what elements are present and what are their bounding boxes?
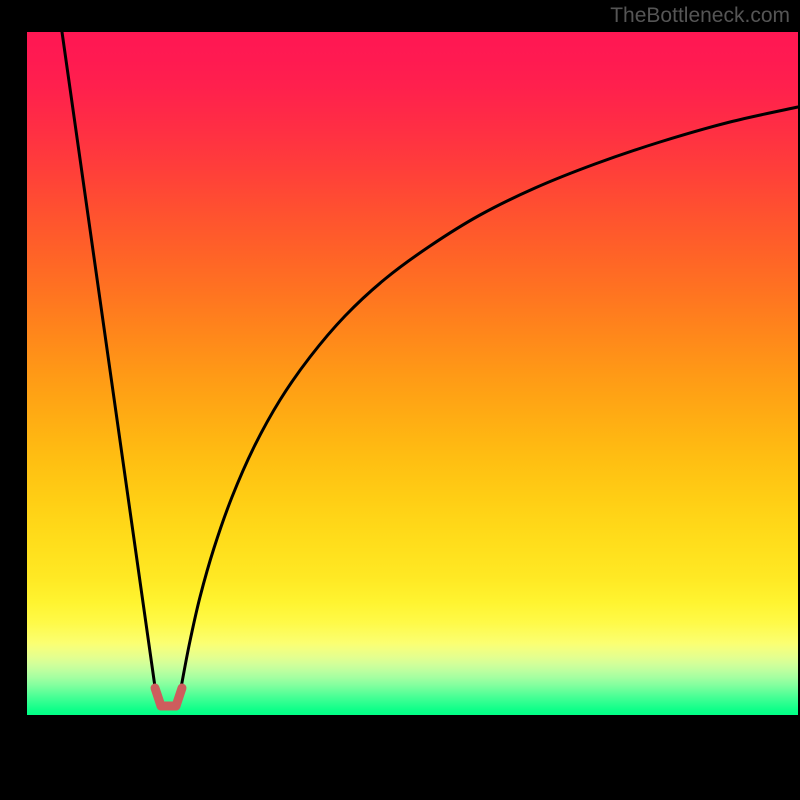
curve-layer — [0, 0, 800, 800]
chart-container: TheBottleneck.com — [0, 0, 800, 800]
watermark-text: TheBottleneck.com — [610, 4, 790, 28]
right-curve — [180, 107, 798, 694]
left-curve — [62, 32, 156, 694]
